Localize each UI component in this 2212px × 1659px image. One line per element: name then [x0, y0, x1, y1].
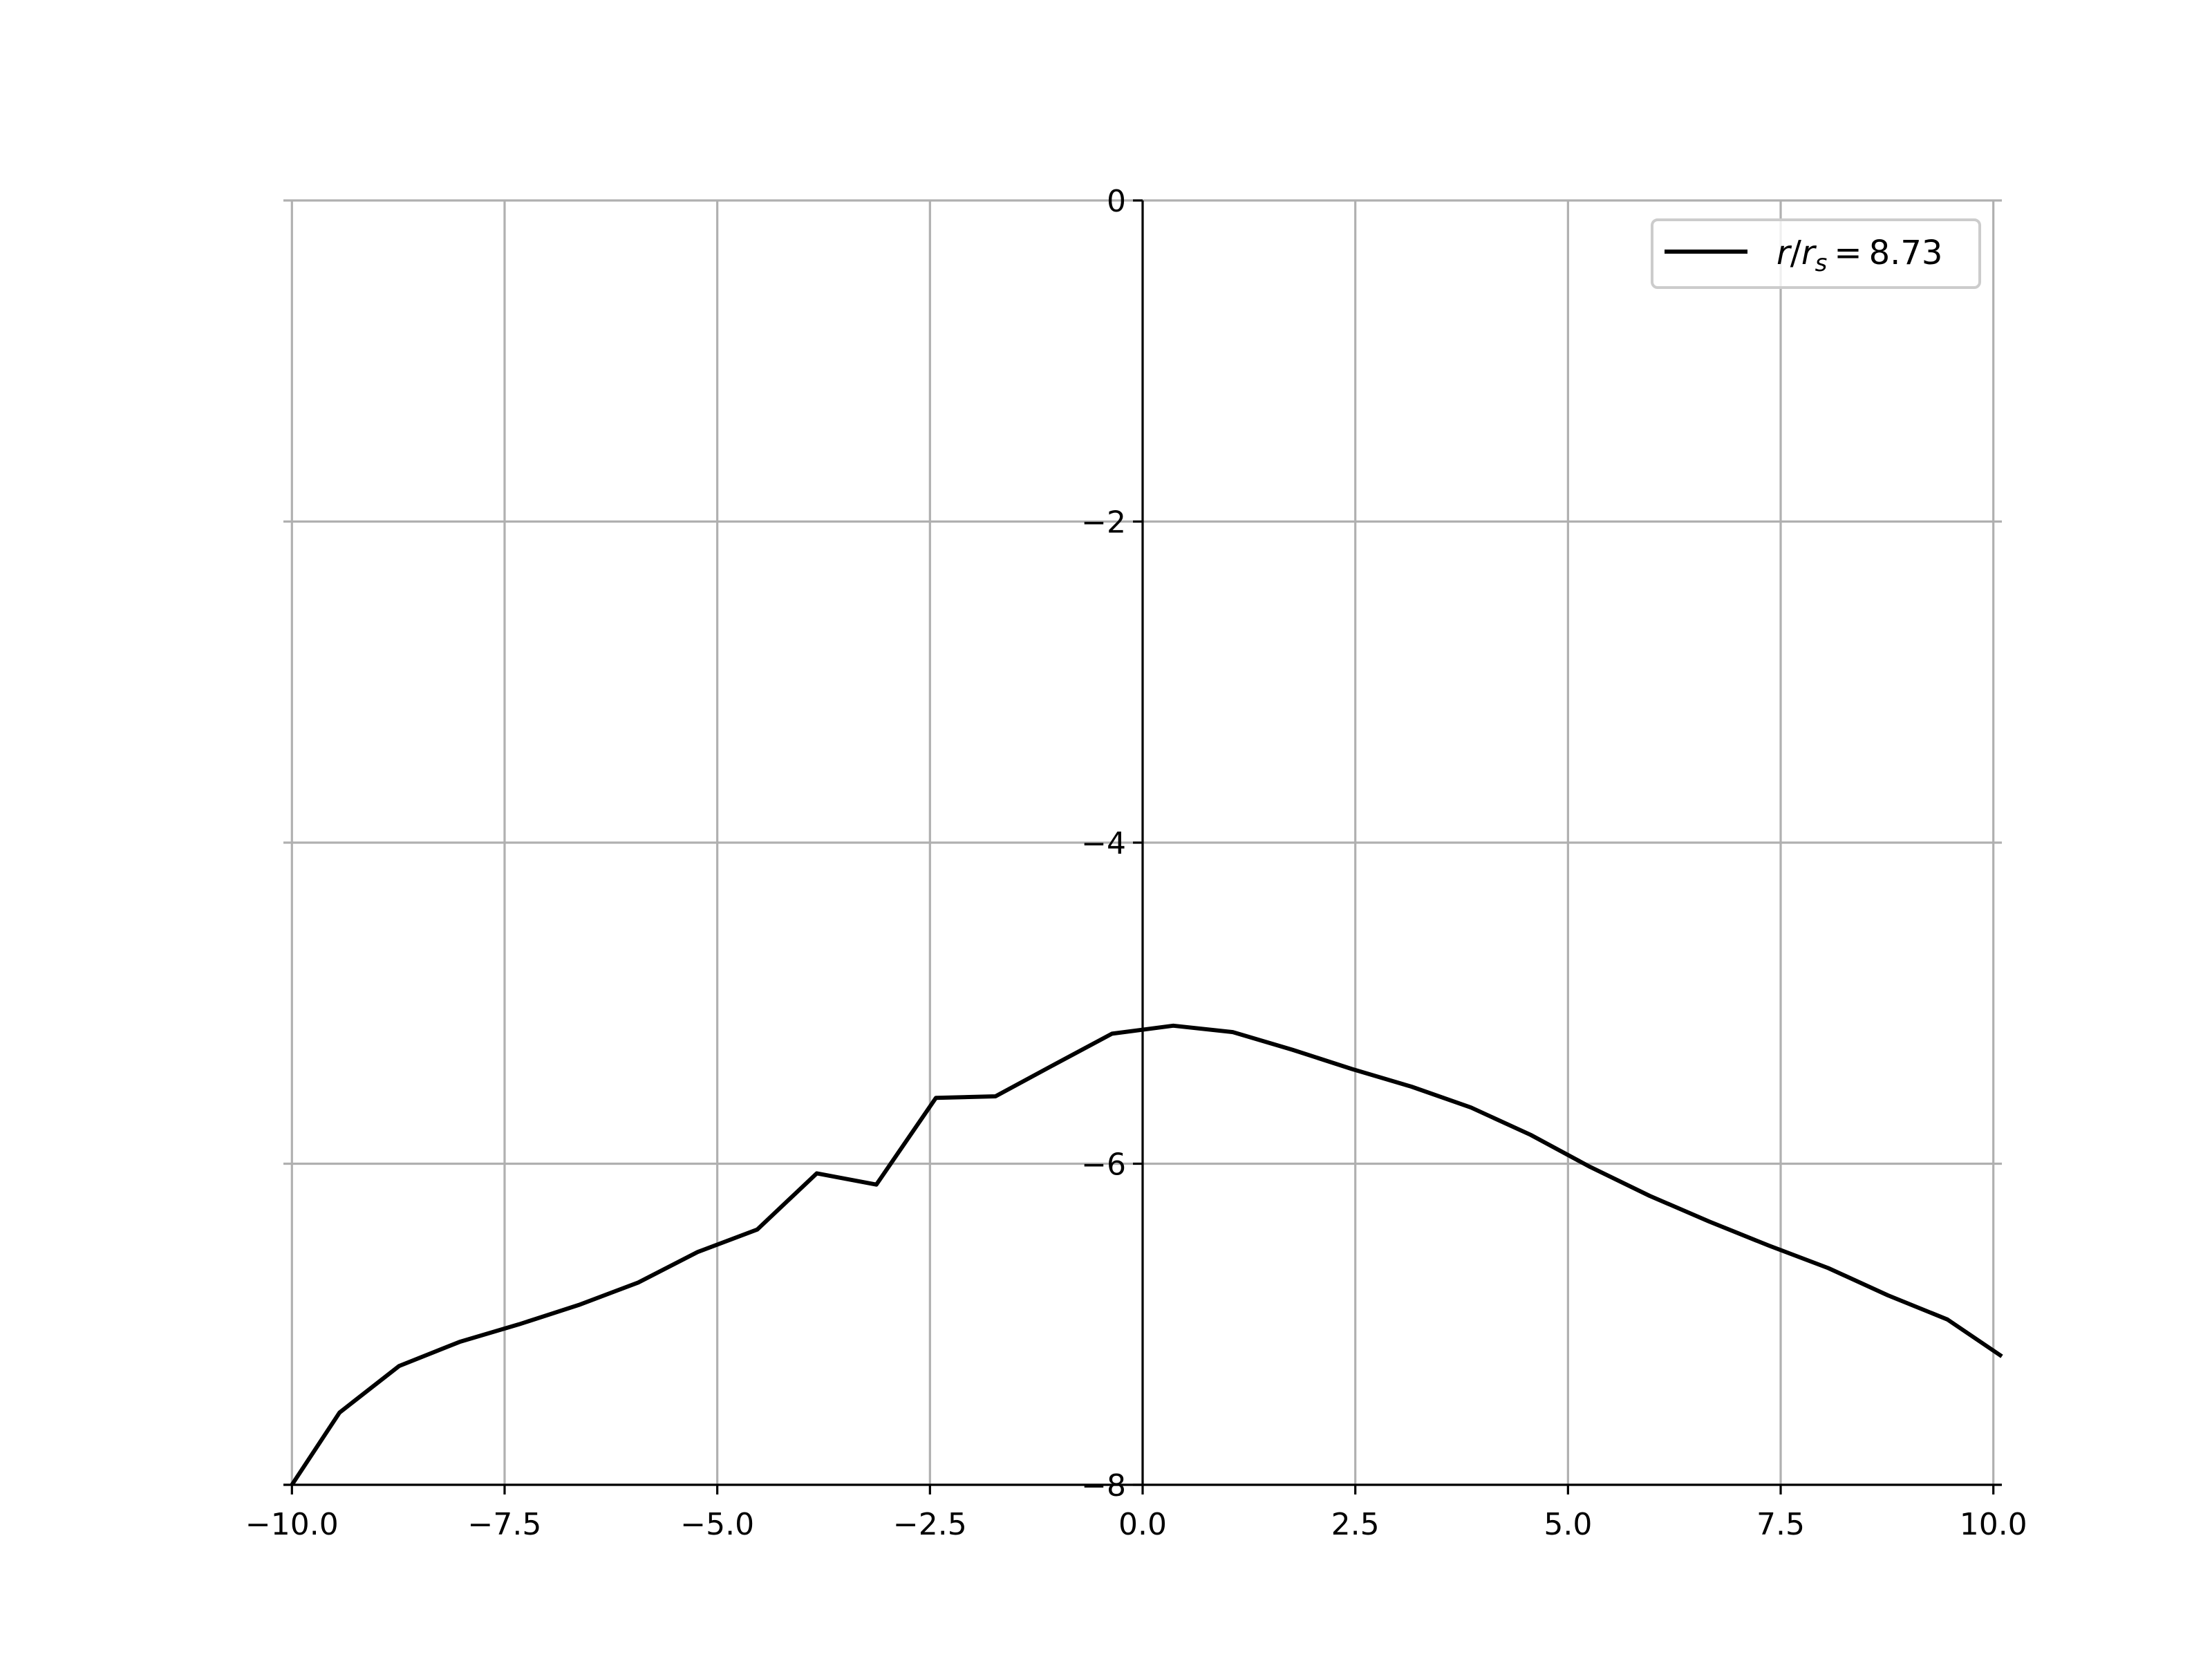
legend-label-slash: / — [1790, 234, 1802, 272]
legend: r/rs = 8.73 — [1651, 218, 1981, 289]
axes-layer: −10.0 −7.5 −5.0 −2.5 0.0 2.5 5.0 7.5 10.0 0 −2 −4 −6… — [245, 184, 2027, 1542]
x-tick-label-8: 10.0 — [1960, 1507, 2027, 1542]
legend-label-r: r — [1777, 234, 1792, 272]
y-tick-label-1: −2 — [1081, 505, 1126, 541]
y-tick-label-4: −8 — [1081, 1468, 1126, 1503]
legend-label: r/rs = 8.73 — [1777, 234, 1942, 277]
x-tick-label-0: −10.0 — [245, 1507, 339, 1542]
legend-label-r-sub-base: r — [1801, 234, 1817, 272]
x-tick-label-5: 2.5 — [1331, 1507, 1380, 1542]
series-layer — [290, 1023, 2003, 1486]
y-tick-label-3: −6 — [1081, 1147, 1126, 1183]
y-tick-label-2: −4 — [1081, 826, 1126, 861]
x-tick-label-2: −5.0 — [680, 1507, 754, 1542]
legend-label-equals: = — [1834, 234, 1862, 272]
legend-label-value: 8.73 — [1869, 234, 1943, 272]
x-tick-label-4: 0.0 — [1118, 1507, 1167, 1542]
legend-box — [1651, 218, 1981, 289]
legend-label-subscript: s — [1815, 250, 1828, 277]
y-tick-label-0: 0 — [1107, 184, 1126, 219]
x-tick-label-1: −7.5 — [468, 1507, 542, 1542]
x-tick-label-7: 7.5 — [1756, 1507, 1805, 1542]
x-tick-label-3: −2.5 — [893, 1507, 967, 1542]
x-tick-label-6: 5.0 — [1544, 1507, 1592, 1542]
series-line-0 — [290, 1023, 2003, 1486]
